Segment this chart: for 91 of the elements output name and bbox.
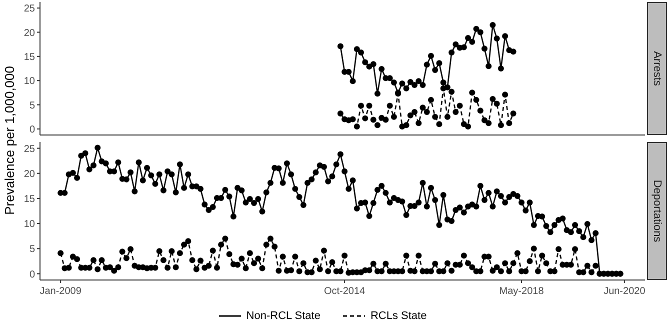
point [350,116,356,122]
y2-axis-title: Arrests [651,51,663,86]
y-tick-label: 25 [24,4,36,15]
point [432,66,438,73]
point [481,46,488,52]
y-tick-label: 15 [24,52,36,63]
point [366,102,372,109]
point [469,38,476,45]
point [510,110,516,116]
x-tick-label: Jan-2009 [40,286,82,297]
point [424,109,430,116]
point [456,102,463,109]
point [494,100,500,107]
y-tick-label: 25 [24,144,36,155]
y-tick-label: 0 [29,269,36,280]
point [510,48,516,55]
y-tick-label: 10 [24,76,36,88]
legend-label: Non-RCL State [246,310,320,322]
legend-label: RCLs State [370,310,427,322]
point [354,46,360,52]
point [502,92,508,98]
point [337,43,344,50]
point [390,114,397,120]
point [358,50,364,56]
point [498,122,504,128]
point [386,102,393,109]
y-tick-label: 20 [24,28,36,39]
point [407,79,414,86]
point [494,36,500,42]
y-tick-label: 5 [29,244,36,256]
point [477,108,484,114]
point [420,82,426,88]
x-tick-label: Jun-2020 [604,286,646,297]
point [374,90,380,97]
point [440,80,446,86]
point [498,66,504,72]
point [444,114,450,120]
point [416,120,422,126]
point [465,35,472,42]
point [469,90,476,96]
y2-axis-title: Deportations [651,180,663,243]
point [473,96,480,103]
point [465,124,472,130]
point [362,59,368,66]
point [473,26,480,32]
point [432,114,438,120]
point [424,62,430,68]
point [399,80,406,86]
point [412,109,418,116]
point [370,61,376,68]
point [486,120,492,126]
point [460,44,467,50]
point [416,78,422,84]
point [382,116,389,123]
point [420,104,426,111]
point [428,52,434,59]
point [448,50,455,56]
point [370,116,376,123]
point [452,41,459,48]
point [403,85,410,92]
point [350,78,356,84]
point [403,122,410,128]
point [502,33,508,40]
point [436,60,442,66]
point [354,124,360,130]
point [407,112,414,118]
point [440,85,446,92]
point [378,66,385,72]
point [452,109,459,116]
x-tick-label: May-2018 [499,286,544,297]
point [390,80,397,86]
point [428,96,434,103]
point [506,120,512,126]
point [362,115,368,122]
y-tick-label: 15 [24,194,36,206]
point [490,22,496,28]
point [436,121,442,128]
point [337,110,344,116]
point [490,96,496,102]
point [412,82,418,88]
y-axis-title: Prevalence per 1,000,000 [2,66,16,214]
point [374,122,380,128]
y-tick-label: 20 [24,168,36,180]
y-tick-label: 0 [29,124,36,136]
point [477,29,484,36]
point [486,63,492,70]
y-tick-label: 5 [29,100,36,112]
point [448,88,455,95]
point [358,102,364,109]
y-tick-label: 10 [24,219,36,230]
x-tick-label: Oct-2014 [324,286,366,297]
